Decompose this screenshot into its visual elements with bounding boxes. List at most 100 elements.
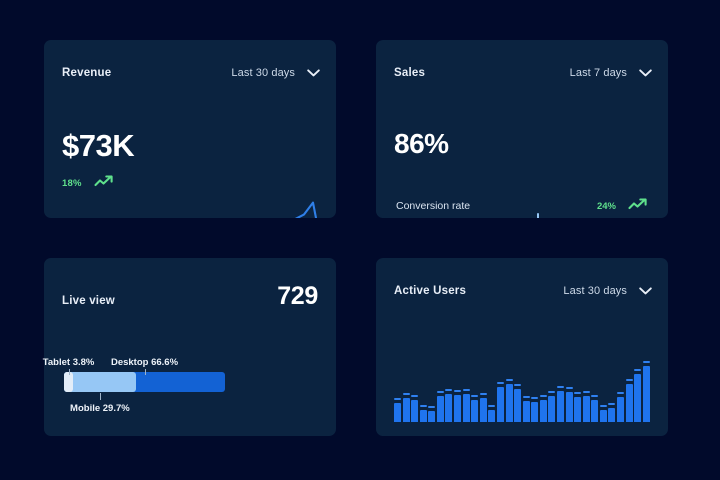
bar-body: [505, 383, 513, 422]
bar-cap: [436, 391, 444, 393]
bar-column: [394, 350, 401, 422]
bar-body: [591, 399, 599, 422]
sales-value: 86%: [394, 128, 449, 159]
bar-body: [531, 402, 539, 422]
live-view-header: Live view 729: [62, 282, 318, 311]
bar-body: [539, 399, 547, 422]
bar-cap: [402, 393, 410, 396]
bar-body: [488, 409, 496, 422]
bar-body: [496, 387, 504, 422]
segment-label-tablet: Tablet 3.8%: [42, 357, 95, 368]
bar-column: [625, 350, 633, 422]
bar-cap: [419, 404, 427, 407]
bar-column: [539, 350, 547, 422]
bar-column: [608, 350, 616, 422]
chevron-down-icon: [639, 64, 652, 82]
bar-body: [402, 398, 410, 422]
revenue-card-title: Revenue: [62, 67, 112, 79]
bar-body: [394, 403, 401, 422]
bar-column: [419, 350, 427, 422]
conversion-rate-row: Conversion rate 24%: [396, 197, 648, 215]
segment-leader-tablet: [68, 369, 70, 375]
bar-cap: [454, 389, 462, 392]
bar-column: [548, 350, 556, 422]
active-users-range-picker[interactable]: Last 30 days: [563, 282, 652, 300]
revenue-range-label: Last 30 days: [231, 67, 295, 79]
bar-cap: [522, 395, 530, 398]
bar-body: [479, 398, 487, 422]
bar-cap: [565, 387, 573, 390]
active-users-range-label: Last 30 days: [563, 285, 627, 297]
chevron-down-icon: [639, 282, 652, 300]
bar-column: [454, 350, 462, 422]
bar-cap: [599, 404, 607, 407]
segment-mobile[interactable]: [64, 372, 136, 392]
bar-body: [548, 396, 556, 422]
bar-body: [454, 394, 462, 422]
bar-body: [436, 396, 444, 422]
bar-cap: [539, 394, 547, 397]
bar-body: [625, 383, 633, 422]
bar-cap: [505, 378, 513, 381]
bar-body: [471, 399, 479, 422]
bar-cap: [634, 368, 642, 371]
revenue-card-header: Revenue Last 30 days: [62, 64, 320, 82]
bar-body: [522, 400, 530, 422]
chevron-down-icon: [307, 64, 320, 82]
revenue-value: $73K: [62, 128, 135, 163]
sales-range-picker[interactable]: Last 7 days: [570, 64, 652, 82]
trend-up-arrow-icon: [628, 197, 648, 215]
segment-tablet[interactable]: [64, 372, 74, 392]
sales-card-header: Sales Last 7 days: [394, 64, 652, 82]
bar-body: [556, 391, 564, 422]
bar-cap: [574, 392, 582, 395]
revenue-delta-percent: 18%: [62, 177, 82, 189]
bar-cap: [625, 378, 633, 381]
bar-column: [479, 350, 487, 422]
sales-card-title: Sales: [394, 67, 426, 79]
bar-cap: [514, 383, 522, 386]
bar-column: [471, 350, 479, 422]
bar-cap: [642, 361, 650, 364]
revenue-range-picker[interactable]: Last 30 days: [231, 64, 320, 82]
bar-cap: [591, 394, 599, 397]
bar-body: [617, 397, 625, 422]
bar-body: [411, 399, 419, 422]
conversion-rate-label: Conversion rate: [396, 200, 471, 212]
active-users-card-header: Active Users Last 30 days: [394, 282, 652, 300]
bar-cap: [462, 388, 470, 391]
bar-cap: [617, 392, 625, 395]
bar-column: [556, 350, 564, 422]
card-live-view: Live view 729: [44, 258, 336, 436]
bar-column: [436, 350, 444, 422]
bar-column: [514, 350, 522, 422]
segment-leader-desktop: [144, 369, 146, 375]
bar-cap: [608, 403, 616, 406]
bar-cap: [531, 397, 539, 400]
bar-column: [574, 350, 582, 422]
bar-cap: [445, 388, 453, 391]
bar-column: [642, 350, 650, 422]
bar-column: [617, 350, 625, 422]
bar-column: [505, 350, 513, 422]
bar-body: [599, 409, 607, 422]
active-users-bar-chart: [394, 350, 650, 422]
bar-body: [582, 396, 590, 422]
bar-cap: [479, 393, 487, 396]
bar-body: [419, 409, 427, 422]
revenue-sparkline-chart: [294, 201, 318, 218]
bar-column: [411, 350, 419, 422]
bar-body: [445, 393, 453, 422]
bar-column: [496, 350, 504, 422]
bar-cap: [394, 398, 401, 401]
bar-cap: [582, 391, 590, 393]
bar-column: [582, 350, 590, 422]
bar-cap: [548, 391, 556, 393]
bar-body: [565, 392, 573, 422]
bar-body: [462, 393, 470, 422]
bar-cap: [556, 386, 564, 388]
bar-body: [642, 366, 650, 422]
conversion-rate-delta: 24%: [597, 197, 648, 215]
bar-body: [574, 397, 582, 422]
bar-body: [608, 408, 616, 422]
